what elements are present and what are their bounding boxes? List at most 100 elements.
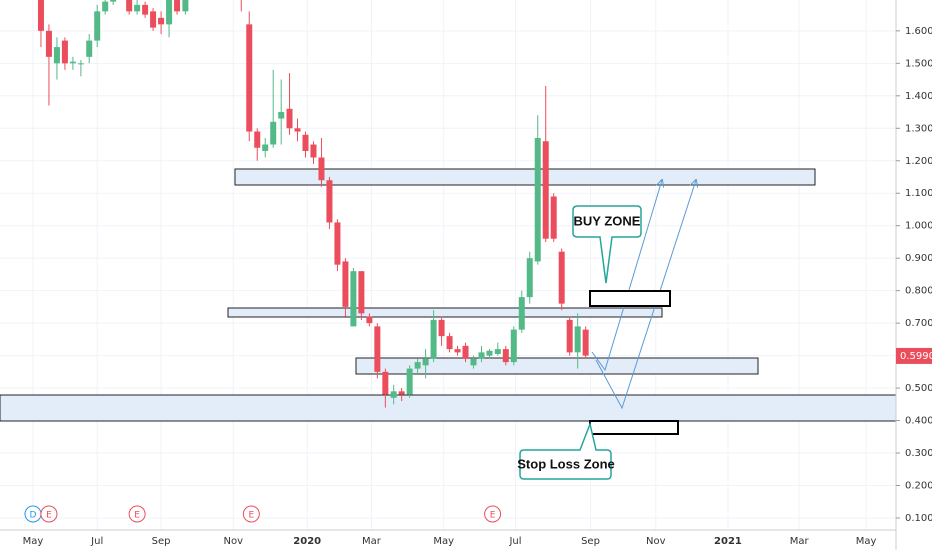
candle-body (382, 371, 389, 395)
x-tick-label: Sep (152, 536, 171, 547)
candle-body (166, 0, 173, 25)
candle-body (374, 326, 381, 372)
candle-body (61, 40, 68, 64)
x-tick-label: Nov (224, 536, 244, 547)
candle-body (438, 319, 445, 337)
event-marker (40, 505, 58, 523)
candle-body (558, 251, 565, 304)
x-tick-label: 2021 (714, 536, 742, 547)
y-tick-label: 1.6000 (905, 26, 932, 37)
candle-body (286, 108, 293, 129)
candle-body (142, 4, 149, 15)
x-tick-label: May (433, 536, 454, 547)
candle-body (446, 336, 453, 350)
candle-body (334, 222, 341, 265)
x-tick-label: Jul (90, 536, 103, 547)
candle-body (310, 144, 317, 158)
candle-body (478, 352, 485, 359)
arrow (591, 180, 662, 372)
candle-body (158, 17, 165, 25)
x-tick-label: Sep (581, 536, 600, 547)
x-tick-label: Jul (508, 536, 521, 547)
candle-body (150, 11, 157, 28)
candle-body (110, 0, 117, 2)
x-tick-label: Mar (790, 536, 810, 547)
event-label: E (46, 511, 52, 521)
target-box (589, 290, 671, 307)
candle-body (366, 316, 373, 324)
candle-body (454, 349, 461, 353)
zone (0, 394, 897, 422)
x-tick-label: May (856, 536, 877, 547)
y-tick-label: 1.0000 (905, 221, 932, 232)
x-tick-label: Mar (362, 536, 382, 547)
candle-body (414, 362, 421, 369)
y-tick-label: 0.9000 (905, 253, 932, 264)
candle-body (494, 349, 501, 354)
arrow (595, 180, 696, 410)
candles (37, 0, 589, 408)
candle-body (582, 329, 589, 356)
candle-body (53, 47, 60, 64)
candle-body (270, 121, 277, 145)
candle-body (134, 4, 141, 12)
candle-body (254, 131, 261, 148)
annotation: BUY ZONE (574, 213, 641, 228)
event-label: E (248, 511, 254, 521)
candle-body (390, 391, 397, 398)
candle-body (350, 271, 357, 327)
candle-body (534, 138, 541, 262)
candle-body (262, 144, 269, 152)
candle-body (358, 271, 365, 314)
candle-body (342, 261, 349, 307)
candle-body (526, 258, 533, 298)
candle-body (246, 24, 253, 132)
event-marker (242, 505, 260, 523)
candle-body (574, 326, 581, 353)
last-price-tag (896, 347, 932, 364)
candle-body (326, 180, 333, 223)
zone (355, 357, 759, 375)
x-tick-label: 2020 (293, 536, 321, 547)
drawings: BUY ZONE Stop Loss Zone (517, 180, 696, 480)
last-price-label: 0.5990 (900, 351, 932, 362)
candle-body (462, 345, 469, 359)
zone (234, 168, 816, 186)
candle-body (69, 61, 76, 64)
zone (227, 307, 663, 318)
candle-body (86, 40, 93, 57)
candle-body (294, 128, 301, 132)
candle-body (566, 319, 573, 353)
candle-body (278, 112, 285, 119)
event-label: E (490, 511, 496, 521)
zones (0, 168, 897, 422)
candle-body (318, 157, 325, 181)
candle-body (45, 30, 52, 57)
stop-box (589, 420, 679, 435)
candle-body (470, 358, 477, 366)
event-label: D (30, 511, 37, 521)
event-marker (484, 505, 502, 523)
candle-body (302, 134, 309, 152)
candle-body (422, 358, 429, 366)
candle-body (126, 0, 133, 12)
callout (519, 421, 612, 480)
candle-body (182, 0, 189, 12)
annotation: Stop Loss Zone (517, 456, 615, 471)
callout (572, 205, 642, 284)
candle-body (37, 0, 44, 31)
candle-body (174, 0, 181, 12)
candle-body (398, 391, 405, 395)
